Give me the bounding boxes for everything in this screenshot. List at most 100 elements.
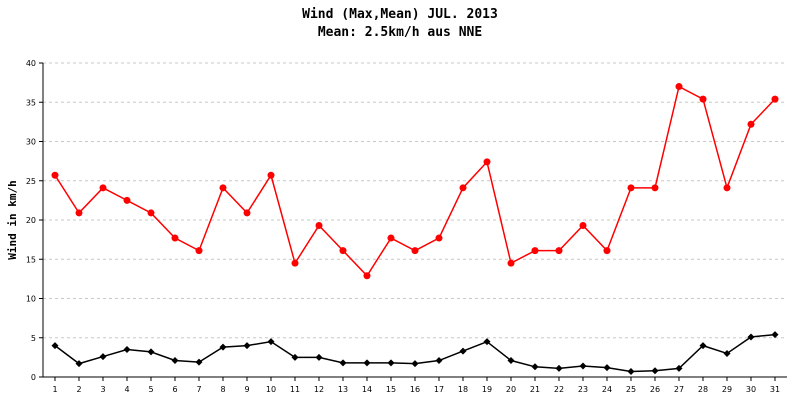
- data-point: [579, 221, 587, 229]
- x-tick-label: 17: [434, 385, 444, 394]
- data-point: [171, 234, 179, 242]
- data-point: [579, 362, 587, 370]
- data-point: [555, 247, 563, 255]
- data-point: [411, 360, 419, 368]
- x-tick-label: 27: [674, 385, 684, 394]
- data-point: [531, 363, 539, 371]
- x-tick-label: 21: [530, 385, 540, 394]
- data-point: [603, 364, 611, 372]
- data-point: [291, 259, 299, 267]
- x-tick-label: 29: [722, 385, 732, 394]
- data-point: [51, 342, 59, 350]
- data-point: [651, 367, 659, 375]
- x-tick-label: 14: [362, 385, 372, 394]
- x-tick-label: 30: [746, 385, 756, 394]
- x-tick-label: 23: [578, 385, 588, 394]
- y-tick-label: 5: [31, 334, 36, 343]
- data-point: [75, 209, 83, 217]
- x-tick-label: 24: [602, 385, 612, 394]
- data-point: [699, 95, 707, 103]
- data-point: [315, 221, 323, 229]
- data-point: [651, 184, 659, 192]
- data-point: [771, 95, 779, 103]
- data-point: [411, 247, 419, 255]
- x-tick-label: 11: [290, 385, 300, 394]
- x-tick-label: 4: [124, 385, 129, 394]
- data-point: [99, 353, 107, 361]
- data-point: [723, 184, 731, 192]
- data-point: [387, 359, 395, 367]
- data-point: [723, 349, 731, 357]
- x-tick-label: 26: [650, 385, 660, 394]
- data-point: [339, 247, 347, 255]
- data-point: [147, 209, 155, 217]
- data-point: [243, 342, 251, 350]
- data-point: [387, 234, 395, 242]
- chart-subtitle: Mean: 2.5km/h aus NNE: [318, 25, 482, 40]
- x-tick-label: 19: [482, 385, 492, 394]
- x-tick-label: 7: [196, 385, 201, 394]
- data-point: [627, 368, 635, 376]
- data-point: [51, 171, 59, 179]
- data-point: [603, 247, 611, 255]
- data-point: [363, 272, 371, 280]
- x-tick-label: 18: [458, 385, 468, 394]
- grid-layer: [43, 62, 787, 339]
- series-1: [51, 83, 779, 280]
- data-point: [747, 120, 755, 128]
- y-tick-label: 35: [26, 98, 36, 107]
- x-tick-label: 2: [76, 385, 81, 394]
- y-tick-label: 30: [26, 138, 36, 147]
- x-tick-label: 13: [338, 385, 348, 394]
- data-point: [195, 247, 203, 255]
- x-tick-label: 15: [386, 385, 396, 394]
- y-tick-label: 25: [26, 177, 36, 186]
- y-tick-label: 0: [31, 373, 36, 382]
- data-point: [507, 259, 515, 267]
- data-point: [555, 364, 563, 372]
- data-point: [435, 357, 443, 365]
- data-point: [459, 347, 467, 355]
- series-layer: [51, 83, 779, 376]
- x-tick-label: 3: [100, 385, 105, 394]
- data-point: [147, 348, 155, 356]
- series-2: [51, 331, 779, 376]
- x-tick-label: 1: [52, 385, 57, 394]
- x-tick-label: 8: [220, 385, 225, 394]
- data-point: [459, 184, 467, 192]
- x-tick-label: 12: [314, 385, 324, 394]
- data-point: [531, 247, 539, 255]
- x-tick-label: 10: [266, 385, 276, 394]
- x-tick-label: 31: [770, 385, 780, 394]
- data-point: [219, 184, 227, 192]
- data-point: [483, 158, 491, 166]
- data-point: [483, 338, 491, 346]
- data-point: [363, 359, 371, 367]
- chart-title: Wind (Max,Mean) JUL. 2013: [302, 7, 498, 22]
- data-point: [195, 358, 203, 366]
- y-axis-label: Wind in km/h: [6, 180, 19, 259]
- y-tick-label: 15: [26, 255, 36, 264]
- x-tick-label: 20: [506, 385, 516, 394]
- data-point: [435, 234, 443, 242]
- x-tick-label: 9: [244, 385, 249, 394]
- x-tick-label: 25: [626, 385, 636, 394]
- data-point: [771, 331, 779, 339]
- data-point: [507, 357, 515, 365]
- data-point: [123, 346, 131, 354]
- x-tick-label: 28: [698, 385, 708, 394]
- data-point: [123, 196, 131, 204]
- data-point: [75, 360, 83, 368]
- data-point: [675, 364, 683, 372]
- y-tick-label: 10: [26, 295, 36, 304]
- data-point: [339, 359, 347, 367]
- data-point: [747, 333, 755, 341]
- y-tick-label: 40: [26, 59, 36, 68]
- x-tick-label: 22: [554, 385, 564, 394]
- x-tick-label: 5: [148, 385, 153, 394]
- data-point: [627, 184, 635, 192]
- data-point: [267, 338, 275, 346]
